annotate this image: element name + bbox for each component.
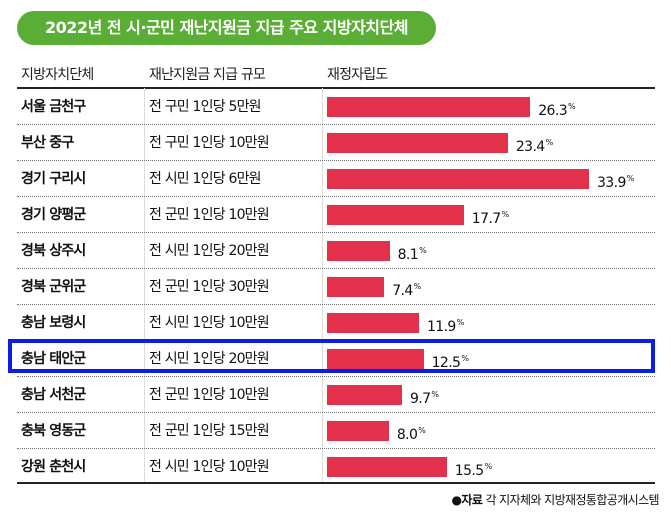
unit-label: % xyxy=(431,390,439,399)
value-number: 15.5 xyxy=(454,463,484,479)
grant-scale: 전 시민 1인당 20만원 xyxy=(149,243,270,259)
table-row: 경북 상주시 전 시민 1인당 20만원 8.1% xyxy=(17,233,655,269)
value-label: 23.4% xyxy=(516,125,553,165)
grant-scale: 전 시민 1인당 20만원 xyxy=(149,351,270,367)
region-name: 충남 태안군 xyxy=(21,351,86,367)
value-label: 7.4% xyxy=(392,269,422,309)
value-number: 7.4 xyxy=(392,283,413,299)
value-label: 12.5% xyxy=(432,341,469,381)
value-number: 17.7 xyxy=(471,211,501,227)
region-name: 충북 영동군 xyxy=(21,423,86,439)
grant-scale: 전 구민 1인당 5만원 xyxy=(149,99,262,115)
source-text: 각 지자체와 지방재정통합공개시스템 xyxy=(485,493,660,507)
unit-label: % xyxy=(461,354,469,363)
table-row: 충남 보령시 전 시민 1인당 10만원 11.9% xyxy=(17,305,655,341)
grant-scale: 전 군민 1인당 15만원 xyxy=(149,423,270,439)
header-region: 지방자치단체 xyxy=(21,67,94,83)
bar xyxy=(327,457,447,477)
header-ratio: 재정자립도 xyxy=(327,67,388,83)
header-scale: 재난지원금 지급 규모 xyxy=(149,67,266,83)
table-row: 충남 서천군 전 군민 1인당 10만원 9.7% xyxy=(17,377,655,413)
bar xyxy=(327,349,424,369)
region-name: 경북 상주시 xyxy=(21,243,86,259)
bar xyxy=(327,97,531,117)
bar xyxy=(327,313,419,333)
grant-scale: 전 군민 1인당 30만원 xyxy=(149,279,270,295)
region-name: 경기 구리시 xyxy=(21,171,86,187)
grant-scale: 전 군민 1인당 10만원 xyxy=(149,207,270,223)
bar xyxy=(327,421,389,441)
grant-scale: 전 구민 1인당 10만원 xyxy=(149,135,270,151)
unit-label: % xyxy=(545,138,554,147)
bar xyxy=(327,241,390,261)
grant-scale: 전 군민 1인당 10만원 xyxy=(149,387,270,403)
value-number: 23.4 xyxy=(515,139,545,155)
highlight-box xyxy=(8,339,655,373)
value-number: 8.0 xyxy=(396,427,418,443)
table-row: 경북 군위군 전 군민 1인당 30만원 7.4% xyxy=(17,269,655,305)
grant-scale: 전 시민 1인당 6만원 xyxy=(149,171,262,187)
grant-scale: 전 시민 1인당 10만원 xyxy=(149,315,270,331)
value-number: 26.3 xyxy=(538,103,568,119)
column-divider xyxy=(144,88,145,483)
unit-label: % xyxy=(413,282,422,291)
unit-label: % xyxy=(626,174,635,183)
grant-scale: 전 시민 1인당 10만원 xyxy=(149,459,270,475)
table-row: 충북 영동군 전 군민 1인당 15만원 8.0% xyxy=(17,413,655,449)
unit-label: % xyxy=(418,426,426,435)
chart-title: 2022년 전 시·군민 재난지원금 지급 주요 지방자치단체 xyxy=(17,11,436,45)
region-name: 충남 서천군 xyxy=(21,387,86,403)
value-label: 8.0% xyxy=(396,413,426,453)
region-name: 부산 중구 xyxy=(21,135,74,151)
value-number: 12.5 xyxy=(431,355,461,371)
value-label: 9.7% xyxy=(409,377,439,417)
table-row: 충남 태안군 전 시민 1인당 20만원 12.5% xyxy=(17,341,655,377)
value-label: 8.1% xyxy=(397,233,427,273)
value-number: 33.9 xyxy=(597,175,626,191)
bar xyxy=(327,169,589,189)
value-number: 8.1 xyxy=(397,247,419,263)
bullet-icon: ● xyxy=(451,493,462,507)
value-label: 26.3% xyxy=(538,89,575,129)
value-label: 33.9% xyxy=(597,161,634,201)
region-name: 서울 금천구 xyxy=(21,99,86,115)
region-name: 경기 양평군 xyxy=(21,207,86,223)
value-number: 11.9 xyxy=(426,319,456,335)
bottom-divider xyxy=(17,482,655,484)
bar xyxy=(327,277,385,297)
table-row: 강원 춘천시 전 시민 1인당 10만원 15.5% xyxy=(17,449,655,485)
value-label: 11.9% xyxy=(427,305,464,345)
bar xyxy=(327,133,508,153)
unit-label: % xyxy=(501,210,510,219)
unit-label: % xyxy=(484,462,493,471)
bar xyxy=(327,385,402,405)
value-number: 9.7 xyxy=(409,391,431,407)
table-row: 서울 금천구 전 구민 1인당 5만원 26.3% xyxy=(17,89,655,125)
table-row: 부산 중구 전 구민 1인당 10만원 23.4% xyxy=(17,125,655,161)
unit-label: % xyxy=(456,318,465,327)
unit-label: % xyxy=(568,102,576,111)
region-name: 경북 군위군 xyxy=(21,279,86,295)
column-divider xyxy=(322,88,323,483)
table-row: 경기 양평군 전 군민 1인당 10만원 17.7% xyxy=(17,197,655,233)
source-label: 자료 xyxy=(461,493,483,507)
region-name: 충남 보령시 xyxy=(21,315,86,331)
table-row: 경기 구리시 전 시민 1인당 6만원 33.9% xyxy=(17,161,655,197)
source-note: ●자료 각 지자체와 지방재정통합공개시스템 xyxy=(451,491,660,508)
header-divider xyxy=(17,87,655,89)
value-label: 17.7% xyxy=(472,197,509,237)
region-name: 강원 춘천시 xyxy=(21,459,86,475)
unit-label: % xyxy=(419,246,427,255)
bar xyxy=(327,205,464,225)
value-label: 15.5% xyxy=(455,449,492,489)
